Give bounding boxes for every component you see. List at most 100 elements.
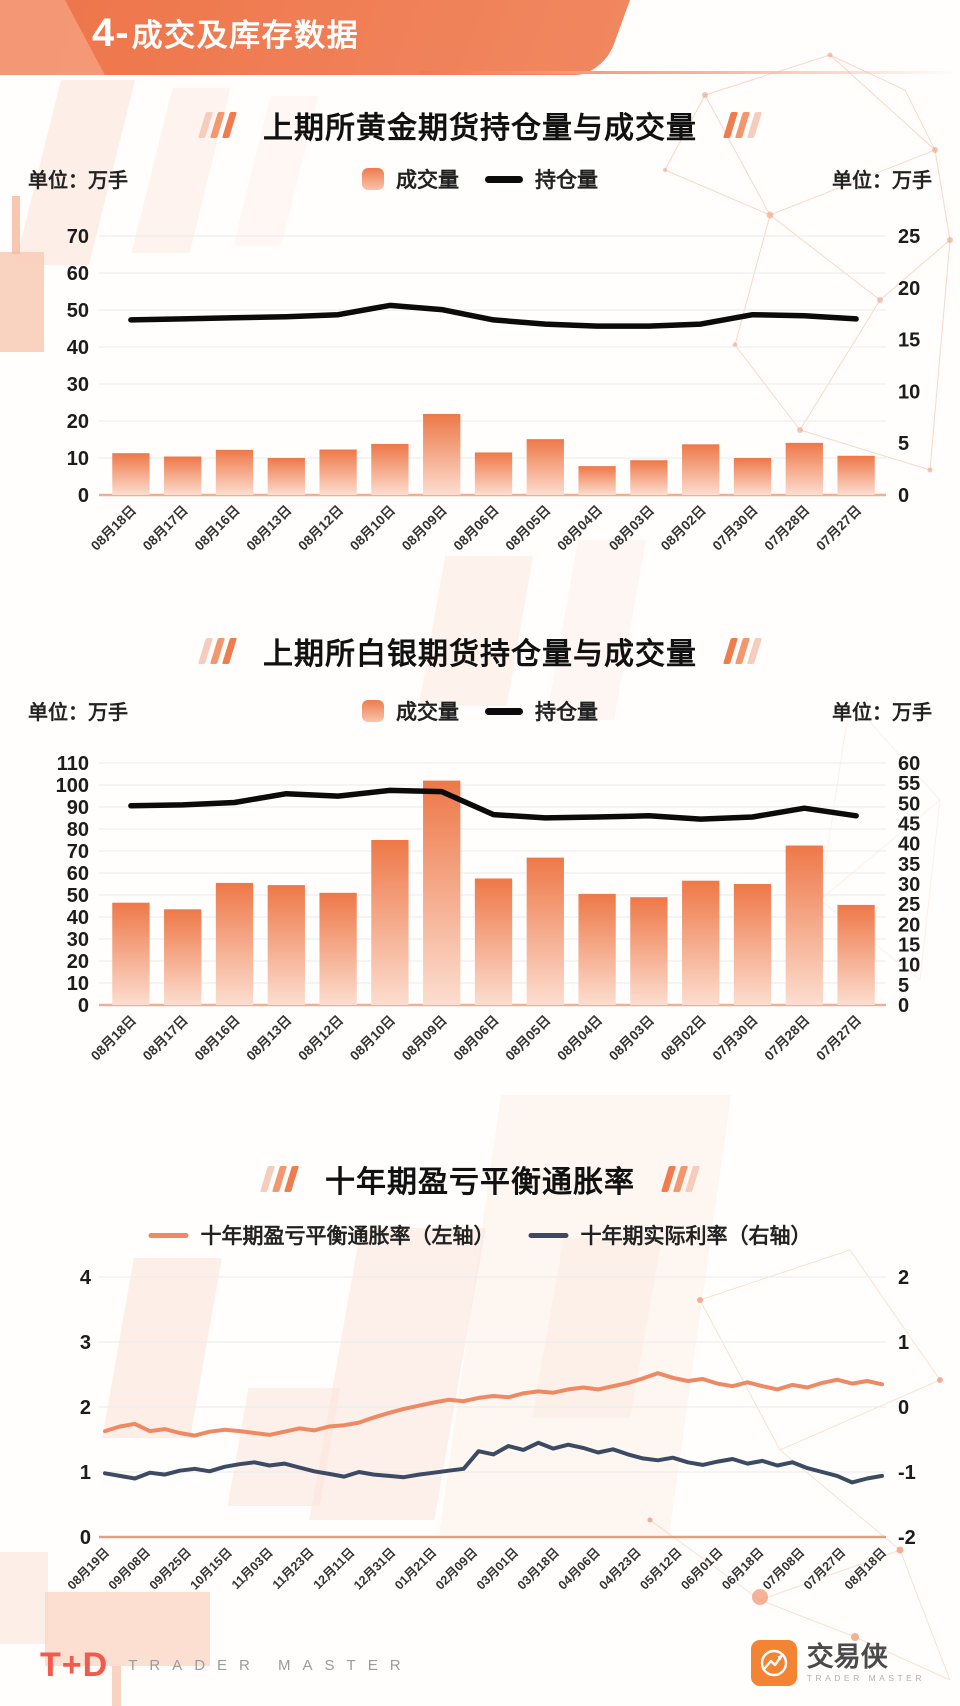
- right-axis-tick: 0: [898, 995, 909, 1017]
- right-axis-tick: 35: [898, 854, 920, 876]
- trader-master-label: TRADER MASTER: [128, 1657, 413, 1674]
- x-axis-label: 08月18日: [842, 1545, 889, 1592]
- x-axis-label: 08月09日: [399, 1013, 450, 1064]
- x-axis-label: 08月17日: [140, 1013, 191, 1064]
- right-axis-tick: 60: [898, 753, 920, 775]
- inflation-chart-title: 十年期盈亏平衡通胀率: [325, 1166, 635, 1199]
- x-axis-label: 08月04日: [554, 1013, 605, 1064]
- x-axis-label: 02月09日: [433, 1545, 480, 1592]
- right-axis-tick: 40: [898, 834, 920, 856]
- right-axis-tick: 20: [898, 278, 920, 300]
- volume-bar: [578, 466, 616, 495]
- right-axis-tick: 10: [898, 381, 920, 403]
- volume-bar: [215, 449, 254, 495]
- x-axis-label: 08月17日: [140, 503, 191, 554]
- x-axis-label: 07月30日: [710, 1013, 761, 1064]
- section-number: 4-: [92, 11, 130, 55]
- right-axis-unit: 单位：万手: [832, 170, 932, 192]
- left-axis-tick: 0: [78, 485, 89, 507]
- silver-chart-svg: 1101009080706050403020100605550454035302…: [56, 753, 921, 1064]
- volume-bar: [112, 453, 150, 495]
- left-axis-tick: 40: [67, 907, 89, 929]
- left-axis-tick: 3: [80, 1332, 91, 1354]
- volume-bar: [164, 909, 202, 1005]
- td-brand: T+D TRADER MASTER: [40, 1646, 413, 1685]
- right-axis-tick: 10: [898, 955, 920, 977]
- jiaoyixia-text-block: 交易侠 TRADER MASTER: [806, 1641, 925, 1683]
- open-interest-legend-label: 持仓量: [535, 701, 598, 724]
- volume-bar: [578, 893, 616, 1005]
- left-axis-tick: 4: [80, 1267, 92, 1289]
- gold-chart-title-row: 上期所黄金期货持仓量与成交量: [0, 104, 960, 146]
- x-axis-label: 08月16日: [192, 1013, 243, 1064]
- x-axis-label: 08月02日: [658, 503, 709, 554]
- left-axis-tick: 1: [80, 1462, 91, 1484]
- open-interest-line: [128, 787, 859, 822]
- x-axis-label: 06月01日: [678, 1545, 725, 1592]
- x-axis-label: 09月08日: [106, 1545, 153, 1592]
- x-axis-label: 07月28日: [761, 1013, 812, 1064]
- volume-bar: [785, 845, 823, 1005]
- x-axis-label: 07月08日: [760, 1545, 807, 1592]
- x-axis-label: 08月03日: [606, 503, 657, 554]
- right-axis-tick: 30: [898, 874, 920, 896]
- real-rate-legend-swatch: [528, 1232, 569, 1238]
- title-decoration-left: [198, 112, 237, 138]
- x-axis-label: 08月03日: [606, 1013, 657, 1064]
- left-axis-tick: 60: [67, 263, 89, 285]
- x-axis-label: 08月13日: [243, 1013, 294, 1064]
- x-axis-label: 04月23日: [597, 1545, 644, 1592]
- left-axis-tick: 60: [67, 863, 89, 885]
- silver-chart-header-row: 单位：万手 成交量 持仓量 单位：万手: [0, 696, 960, 726]
- x-axis-label: 12月31日: [351, 1545, 398, 1592]
- volume-bar: [112, 902, 150, 1005]
- volume-bar: [423, 780, 461, 1005]
- silver-chart-title-row: 上期所白银期货持仓量与成交量: [0, 630, 960, 672]
- left-axis-tick: 90: [67, 797, 89, 819]
- right-axis-tick: 15: [898, 935, 920, 957]
- right-axis-tick: 45: [898, 814, 920, 836]
- real-rate-legend-label: 十年期实际利率（右轴）: [580, 1225, 812, 1248]
- right-axis-tick: -1: [898, 1462, 916, 1484]
- x-axis-label: 03月18日: [515, 1545, 562, 1592]
- title-decoration-left: [260, 1166, 299, 1192]
- title-decoration-left: [198, 638, 237, 664]
- open-interest-legend-swatch: [485, 707, 523, 715]
- volume-bar: [474, 452, 513, 495]
- volume-bar: [733, 884, 772, 1005]
- open-interest-legend-swatch: [485, 175, 523, 183]
- volume-bar: [267, 885, 305, 1005]
- left-axis-tick: 70: [67, 226, 89, 248]
- x-axis-label: 08月10日: [347, 1013, 398, 1064]
- x-axis-label: 08月19日: [65, 1545, 112, 1592]
- breakeven-inflation-line: [103, 1371, 884, 1438]
- x-axis-label: 08月02日: [658, 1013, 709, 1064]
- x-axis-label: 08月18日: [88, 503, 139, 554]
- volume-bar: [682, 444, 720, 495]
- header-banner-tail-line: [420, 71, 960, 74]
- right-axis-tick: 25: [898, 226, 920, 248]
- x-axis-label: 03月01日: [474, 1545, 521, 1592]
- x-axis-label: 06月18日: [719, 1545, 766, 1592]
- volume-bar: [733, 458, 772, 495]
- x-axis-label: 09月25日: [147, 1545, 194, 1592]
- breakeven-legend-label: 十年期盈亏平衡通胀率（左轴）: [200, 1225, 495, 1248]
- volume-bar: [837, 455, 875, 495]
- x-axis-label: 08月04日: [554, 503, 605, 554]
- volume-bar: [319, 892, 357, 1005]
- left-axis-tick: 110: [57, 753, 89, 775]
- left-axis-tick: 20: [67, 411, 89, 433]
- silver-chart-legend: 成交量 持仓量: [362, 696, 598, 726]
- left-axis-tick: 0: [78, 995, 89, 1017]
- x-axis-label: 07月30日: [710, 503, 761, 554]
- volume-bar: [423, 413, 461, 495]
- x-axis-label: 07月27日: [813, 503, 864, 554]
- right-axis-tick: 5: [898, 433, 909, 455]
- right-axis-tick: 0: [898, 1397, 909, 1419]
- page-footer: T+D TRADER MASTER 交易侠 TRADER MASTER: [0, 1640, 960, 1700]
- app-name: 交易侠: [806, 1641, 888, 1672]
- left-axis-tick: 40: [67, 337, 89, 359]
- volume-bar: [319, 449, 357, 495]
- jiaoyixia-brand: 交易侠 TRADER MASTER: [750, 1640, 925, 1686]
- x-axis-label: 08月10日: [347, 503, 398, 554]
